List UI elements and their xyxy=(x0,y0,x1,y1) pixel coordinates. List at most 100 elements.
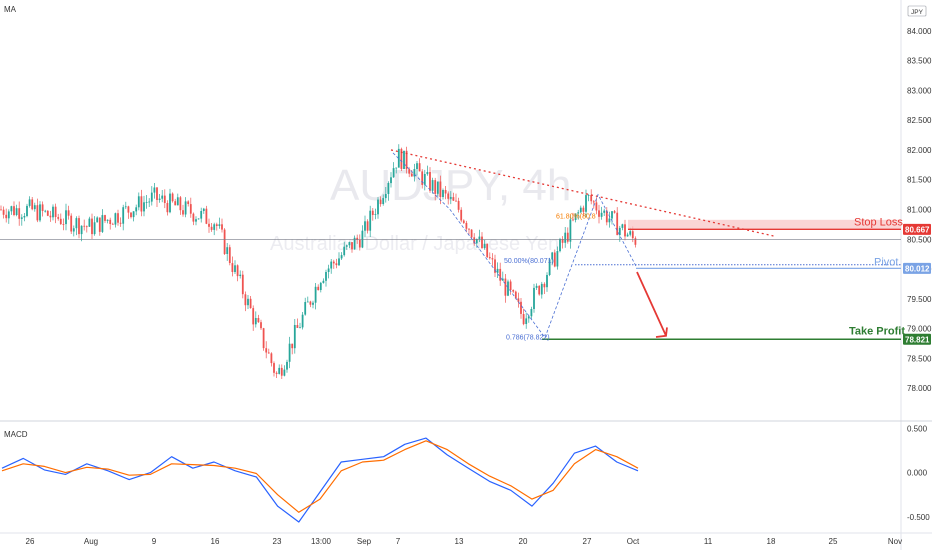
candle-body xyxy=(460,209,463,221)
candle-body xyxy=(559,239,561,252)
candle-body xyxy=(585,195,587,212)
candle-body xyxy=(78,218,80,235)
candle-body xyxy=(59,218,62,224)
candle-body xyxy=(200,211,203,219)
price-tick-label: 79.000 xyxy=(907,325,932,334)
price-tick-label: 80.500 xyxy=(907,235,932,244)
candle-body xyxy=(392,168,395,178)
candle-body xyxy=(418,163,421,172)
stop-loss-zone xyxy=(628,219,901,230)
candle-body xyxy=(119,222,122,224)
candle-body xyxy=(439,181,442,197)
candle-body xyxy=(548,259,551,275)
candle-body xyxy=(546,275,548,288)
candle-body xyxy=(364,221,366,231)
candle-body xyxy=(231,263,234,272)
candle-body xyxy=(491,258,494,260)
candle-body xyxy=(624,224,626,237)
candle-body xyxy=(143,202,145,212)
candle-body xyxy=(322,280,325,283)
candle-body xyxy=(166,203,169,213)
time-tick-label: 11 xyxy=(704,537,713,546)
candle-body xyxy=(70,215,73,232)
candle-body xyxy=(304,302,307,315)
candle-body xyxy=(462,220,465,223)
candle-body xyxy=(543,283,546,288)
time-tick-label: 13 xyxy=(455,537,464,546)
candle-body xyxy=(28,199,31,206)
candle-body xyxy=(343,246,346,256)
candle-body xyxy=(509,281,512,290)
take-profit-label: Take Profit xyxy=(849,325,905,337)
candle-body xyxy=(457,200,460,210)
candle-body xyxy=(57,217,60,219)
candle-body xyxy=(273,363,275,373)
candle-body xyxy=(67,210,70,216)
macd-pane: 0.500 0.000 -0.500 xyxy=(1,424,930,523)
candle-body xyxy=(296,325,299,328)
candle-body xyxy=(377,199,379,215)
candle-body xyxy=(286,361,288,370)
candle-body xyxy=(299,327,301,329)
candle-body xyxy=(395,167,398,169)
candle-body xyxy=(111,223,114,225)
candle-body xyxy=(270,353,273,364)
candle-body xyxy=(556,251,559,267)
currency-label: JPY xyxy=(911,9,924,16)
candle-body xyxy=(244,294,247,306)
candle-body xyxy=(410,173,413,177)
candle-body xyxy=(626,234,629,237)
candle-body xyxy=(444,190,447,194)
candle-body xyxy=(631,231,634,239)
candle-body xyxy=(26,205,28,216)
candle-body xyxy=(83,225,86,227)
candle-body xyxy=(291,343,294,349)
macd-indicator-label[interactable]: MACD xyxy=(4,430,28,439)
candle-body xyxy=(465,222,468,229)
time-tick-label: 25 xyxy=(829,537,838,546)
candle-body xyxy=(603,210,606,213)
candle-body xyxy=(228,247,231,263)
candle-body xyxy=(421,171,424,185)
price-tick-label: 78.500 xyxy=(907,354,932,363)
price-badge-text: 80.667 xyxy=(905,225,930,234)
candle-body xyxy=(265,348,268,353)
candle-body xyxy=(452,197,455,201)
price-tick-label: 81.000 xyxy=(907,206,932,215)
candle-body xyxy=(488,257,491,259)
macd-tick-label: -0.500 xyxy=(907,513,930,522)
candle-body xyxy=(561,239,564,243)
candle-body xyxy=(31,199,34,210)
candle-body xyxy=(431,180,434,191)
candle-body xyxy=(213,224,216,230)
candle-body xyxy=(483,243,486,248)
candle-body xyxy=(215,224,218,226)
candle-body xyxy=(156,187,158,200)
candle-body xyxy=(65,210,67,225)
candle-body xyxy=(280,367,283,376)
time-tick-label: 20 xyxy=(519,537,528,546)
candle-body xyxy=(564,232,567,243)
time-tick-label: Nov xyxy=(888,537,902,546)
candle-body xyxy=(189,204,192,214)
candle-body xyxy=(455,200,457,202)
time-tick-label: 27 xyxy=(583,537,592,546)
price-tick-label: 82.000 xyxy=(907,146,932,155)
candle-body xyxy=(608,218,611,223)
fibonacci-label: 61.80%(80.8 xyxy=(556,213,596,220)
candle-body xyxy=(293,325,296,349)
description-watermark: Australian Dollar / Japanese Yen xyxy=(270,233,559,255)
candle-body xyxy=(371,210,374,215)
time-tick-label: 13:00 xyxy=(311,537,332,546)
candle-body xyxy=(93,222,96,235)
candle-body xyxy=(202,208,205,211)
candle-body xyxy=(348,242,351,246)
ma-indicator-label[interactable]: MA xyxy=(4,5,17,14)
candle-body xyxy=(358,240,361,248)
candle-body xyxy=(18,208,21,219)
time-tick-label: 26 xyxy=(26,537,35,546)
price-tick-label: 83.500 xyxy=(907,57,932,66)
candle-body xyxy=(283,369,286,376)
candle-body xyxy=(10,206,13,212)
candle-body xyxy=(598,210,600,217)
